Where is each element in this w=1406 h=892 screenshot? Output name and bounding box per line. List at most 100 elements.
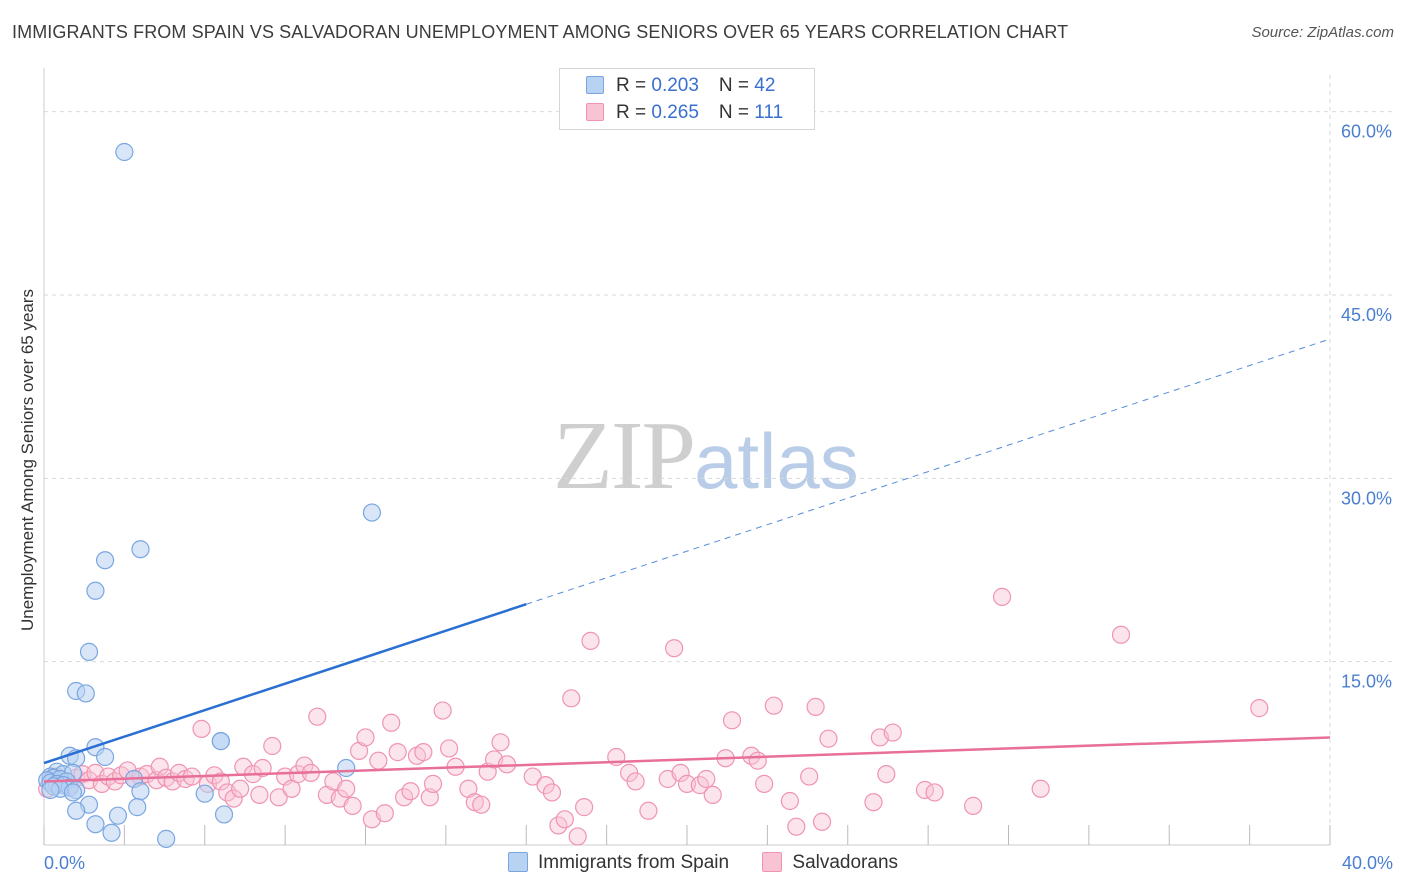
blue-swatch	[507, 852, 528, 872]
salvadorans-point	[542, 783, 562, 802]
salvadorans-point	[883, 723, 902, 742]
spain-point	[76, 684, 95, 703]
salvadorans-point	[626, 772, 645, 791]
spain-point	[86, 815, 105, 834]
legend-item-salvadorans[interactable]: Salvadorans	[762, 852, 898, 874]
salvadorans-point	[568, 827, 587, 846]
spain-point	[95, 551, 115, 570]
spain-point	[131, 540, 150, 559]
spain-point	[214, 805, 234, 824]
blue-swatch	[586, 76, 604, 94]
salvadorans-point	[263, 736, 282, 756]
spain-trend-extension	[526, 338, 1331, 605]
trend-lines	[43, 338, 1331, 783]
n-label: N =	[718, 102, 755, 123]
x-tick-label: 40.0%	[1342, 853, 1393, 873]
salvadorans-point	[764, 696, 783, 715]
r-value: 0.203	[651, 75, 699, 96]
salvadorans-point	[925, 783, 944, 802]
spain-point	[86, 581, 105, 600]
data-points	[38, 142, 1269, 848]
tick-labels: 15.0% 30.0% 45.0% 60.0% 0.0% 40.0%	[44, 122, 1393, 873]
salvadorans-point	[269, 788, 288, 807]
spain-point	[115, 142, 134, 162]
salvadorans-point	[536, 776, 555, 795]
salvadorans-point	[677, 774, 697, 793]
salvadorans-point	[491, 733, 510, 752]
salvadorans-point	[575, 798, 594, 817]
salvadorans-point	[703, 785, 722, 804]
spain-point	[362, 503, 382, 522]
salvadorans-point	[369, 751, 388, 770]
salvadorans-point	[420, 788, 439, 807]
salvadorans-point	[722, 711, 742, 730]
spain-point	[95, 747, 115, 767]
salvadorans-point	[819, 729, 838, 748]
spain-trend-line	[43, 603, 527, 765]
chart-title: IMMIGRANTS FROM SPAIN VS SALVADORAN UNEM…	[12, 22, 1069, 42]
spain-point	[67, 801, 86, 820]
x-tick-label: 0.0%	[44, 853, 85, 873]
salvadorans-point	[665, 639, 684, 658]
legend-row-salvadorans: R = 0.265 N = 111	[586, 102, 783, 126]
y-tick-label: 30.0%	[1341, 488, 1392, 508]
axes	[43, 68, 1331, 846]
salvadorans-point	[308, 707, 327, 726]
r-label: R =	[616, 75, 652, 96]
salvadorans-point	[224, 789, 243, 808]
salvadorans-point	[555, 810, 574, 829]
legend-row-spain: R = 0.203 N = 42	[586, 75, 775, 99]
salvadorans-point	[1250, 699, 1269, 718]
watermark-zip: ZIP	[553, 402, 696, 510]
salvadorans-point	[250, 785, 269, 804]
salvadorans-point	[253, 758, 272, 778]
watermark: ZIPatlas	[553, 400, 859, 512]
r-label: R =	[616, 102, 652, 123]
n-value: 111	[754, 102, 784, 123]
spain-point	[195, 784, 214, 803]
spain-point	[211, 732, 230, 751]
legend-label: Salvadorans	[792, 852, 899, 873]
salvadorans-point	[806, 697, 825, 716]
salvadorans-point	[231, 779, 250, 798]
spain-point	[41, 780, 60, 800]
salvadorans-point	[992, 587, 1012, 606]
spain-point	[63, 783, 83, 802]
salvadorans-point	[800, 767, 819, 786]
salvadorans-point	[697, 769, 716, 789]
salvadorans-point	[295, 756, 314, 775]
salvadorans-point	[472, 795, 491, 814]
watermark-atlas: atlas	[694, 417, 859, 505]
salvadorans-point	[343, 796, 362, 815]
series-legend: Immigrants from Spain Salvadorans	[0, 852, 1406, 876]
salvadorans-trend-line	[43, 736, 1331, 783]
salvadorans-point	[150, 757, 169, 776]
spain-point	[128, 798, 147, 817]
n-value: 42	[754, 75, 776, 96]
spain-point	[131, 782, 150, 801]
salvadorans-point	[356, 728, 375, 747]
salvadorans-point	[964, 796, 983, 815]
salvadorans-point	[433, 701, 452, 720]
salvadorans-point	[423, 774, 443, 793]
legend-item-spain[interactable]: Immigrants from Spain	[507, 852, 729, 874]
salvadorans-point	[337, 779, 356, 798]
salvadorans-point	[1111, 625, 1131, 644]
salvadorans-point	[523, 767, 542, 786]
salvadorans-point	[375, 804, 394, 823]
pink-swatch	[762, 852, 783, 872]
salvadorans-point	[388, 743, 407, 762]
y-tick-label: 60.0%	[1341, 122, 1392, 142]
y-tick-label: 45.0%	[1341, 305, 1392, 325]
salvadorans-point	[780, 791, 799, 811]
salvadorans-point	[748, 751, 767, 770]
grid-lines	[44, 75, 1392, 845]
salvadorans-point	[864, 793, 883, 812]
salvadorans-point	[581, 631, 600, 650]
r-value: 0.265	[651, 102, 699, 123]
salvadorans-point	[414, 743, 433, 762]
salvadorans-point	[211, 772, 230, 791]
salvadorans-point	[812, 812, 832, 831]
correlation-legend: R = 0.203 N = 42 R = 0.265 N = 111	[559, 68, 815, 130]
